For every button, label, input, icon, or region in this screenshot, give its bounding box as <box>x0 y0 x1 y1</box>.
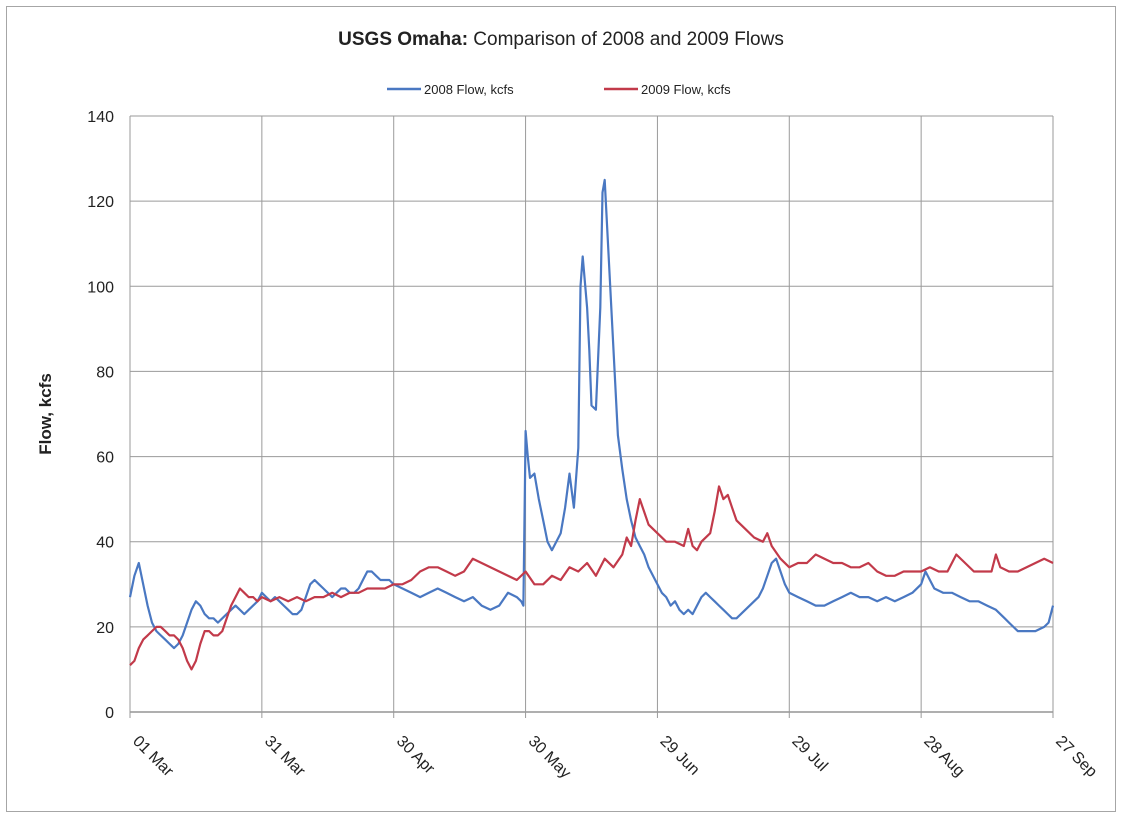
y-tick-label: 100 <box>87 279 114 296</box>
gridlines <box>129 115 1054 718</box>
series-lines <box>128 178 1055 671</box>
chart-legend: 2008 Flow, kcfs 2009 Flow, kcfs <box>387 82 731 97</box>
y-tick-label: 120 <box>87 194 114 211</box>
series-line-2009 <box>129 485 1054 671</box>
x-tick-label: 30 May <box>525 733 574 782</box>
y-tick-label: 20 <box>96 620 114 637</box>
legend-label-2009: 2009 Flow, kcfs <box>641 82 731 97</box>
y-tick-label: 0 <box>105 705 114 722</box>
x-tick-label: 29 Jul <box>788 733 830 775</box>
x-tick-labels: 01 Mar 31 Mar 30 Apr 30 May 29 Jun 29 Jul 28 A… <box>129 733 1100 782</box>
y-tick-label: 140 <box>87 109 114 126</box>
chart-title: USGS Omaha: Comparison of 2008 and 2009 … <box>338 29 784 50</box>
x-tick-label: 31 Mar <box>261 733 309 781</box>
x-tick-label: 01 Mar <box>129 733 177 781</box>
y-axis-label: Flow, kcfs <box>36 373 55 455</box>
y-tick-label: 80 <box>96 364 114 381</box>
series-line-2008 <box>128 178 1055 650</box>
chart-title-bold: USGS Omaha: <box>338 29 468 50</box>
flow-comparison-chart: USGS Omaha: Comparison of 2008 and 2009 … <box>36 29 1100 782</box>
x-tick-label: 29 Jun <box>657 733 703 779</box>
chart-frame: USGS Omaha: Comparison of 2008 and 2009 … <box>6 6 1116 812</box>
legend-label-2008: 2008 Flow, kcfs <box>424 82 514 97</box>
y-tick-labels: 0 20 40 60 80 100 120 140 <box>87 109 114 722</box>
x-tick-label: 30 Apr <box>393 733 438 778</box>
chart-title-rest: Comparison of 2008 and 2009 Flows <box>468 29 784 50</box>
y-tick-label: 60 <box>96 450 114 467</box>
x-tick-label: 27 Sep <box>1052 733 1100 781</box>
y-tick-label: 40 <box>96 535 114 552</box>
x-tick-label: 28 Aug <box>920 733 967 780</box>
